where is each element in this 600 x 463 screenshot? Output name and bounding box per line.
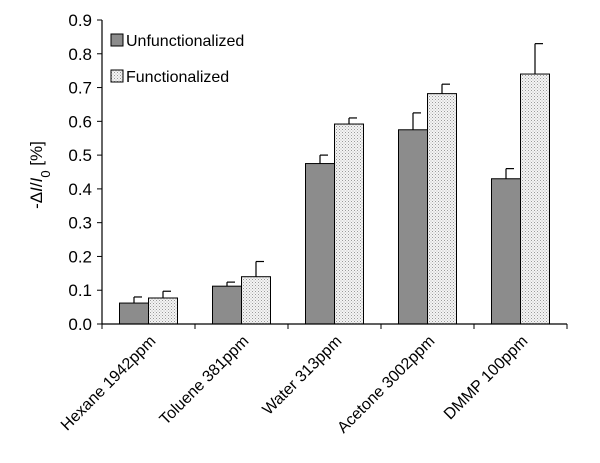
legend-swatch-unfunctionalized: [110, 33, 124, 47]
y-tick-label: 0.1: [68, 281, 92, 300]
x-category-label: DMMP 100ppm: [441, 333, 531, 423]
bar-functionalized: [334, 123, 364, 325]
legend-swatch-functionalized: [110, 69, 124, 83]
y-tick-label: 0.7: [68, 79, 92, 98]
y-tick-label: 0.8: [68, 45, 92, 64]
bars-group: [119, 43, 550, 325]
y-axis-label: -ΔI/I0 [%]: [27, 141, 53, 209]
bar-unfunctionalized: [305, 163, 335, 325]
bar-unfunctionalized: [212, 285, 242, 325]
bar-unfunctionalized: [491, 178, 521, 325]
y-tick-label: 0.2: [68, 247, 92, 266]
bar-functionalized: [241, 276, 271, 325]
bar-unfunctionalized: [119, 302, 149, 325]
y-tick-label: 0.3: [68, 214, 92, 233]
y-tick-label: 0.9: [68, 11, 92, 30]
x-category-label: Toluene 381ppm: [157, 333, 253, 429]
legend: Unfunctionalized Functionalized: [110, 33, 244, 86]
bar-functionalized: [148, 297, 178, 325]
bar-functionalized: [427, 93, 457, 325]
x-category-label: Hexane 1942ppm: [58, 333, 159, 434]
x-category-label: Acetone 3002ppm: [334, 333, 438, 437]
y-tick-label: 0.0: [68, 315, 92, 334]
x-category-label: Water 313ppm: [260, 333, 346, 419]
y-tick-label: 0.5: [68, 146, 92, 165]
legend-label-unfunctionalized: Unfunctionalized: [126, 33, 244, 50]
bar-functionalized: [520, 73, 550, 325]
legend-label-functionalized: Functionalized: [126, 69, 229, 86]
bar-unfunctionalized: [398, 129, 428, 325]
y-tick-label: 0.4: [68, 180, 92, 199]
y-axis-ticks: 0.0 0.1 0.2 0.3 0.4 0.5 0.6 0.7 0.8 0.9: [68, 11, 102, 334]
y-tick-label: 0.6: [68, 112, 92, 131]
